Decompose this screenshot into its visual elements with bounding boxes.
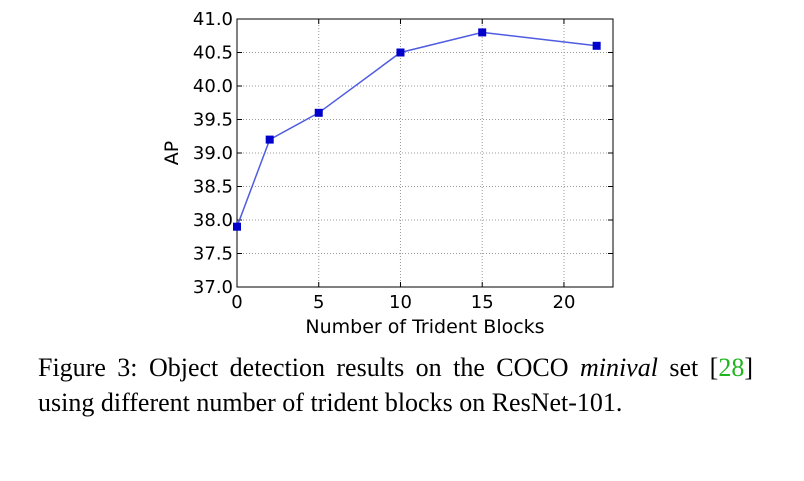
figure-caption: Figure 3: Object detection results on th…: [38, 350, 753, 420]
y-tick-label: 38.0: [193, 210, 233, 231]
caption-mid: set [: [657, 353, 719, 382]
y-tick-label: 40.5: [193, 43, 233, 64]
citation-link[interactable]: 28: [718, 353, 745, 382]
y-tick-label: 40.0: [193, 76, 233, 97]
x-axis-label: Number of Trident Blocks: [305, 316, 544, 338]
data-point: [314, 108, 323, 117]
data-point: [592, 41, 601, 50]
grid-lines: [236, 18, 613, 288]
y-tick-label: 39.0: [193, 143, 233, 164]
data-point: [478, 28, 487, 37]
x-tick-label: 15: [471, 292, 494, 313]
data-point: [233, 222, 241, 231]
axis-ticks: 37.0 37.5 38.0 38.5 39.0 39.5 40.0 40.5 41.0 0 5 10…: [193, 9, 613, 313]
data-point: [396, 48, 405, 57]
line-chart: 37.0 37.5 38.0 38.5 39.0 39.5 40.0 40.5 41.0 0 5 10…: [161, 9, 614, 338]
y-tick-label: 39.5: [193, 110, 233, 131]
caption-suffix: ] using different number of trident bloc…: [38, 353, 753, 417]
x-tick-label: 0: [231, 292, 242, 313]
x-tick-label: 20: [553, 292, 576, 313]
y-tick-label: 41.0: [193, 9, 233, 30]
plot-frame: [236, 18, 614, 288]
x-tick-label: 10: [389, 292, 412, 313]
y-axis-label: AP: [161, 141, 183, 165]
caption-emphasis: minival: [579, 353, 658, 382]
series-layer: [233, 28, 601, 231]
x-tick-label: 5: [313, 292, 324, 313]
y-tick-label: 38.5: [193, 177, 233, 198]
caption-prefix: Figure 3: Object detection results on th…: [38, 353, 580, 382]
series-line: [236, 31, 597, 227]
y-tick-label: 37.0: [193, 277, 233, 298]
y-tick-label: 37.5: [193, 244, 233, 265]
data-point: [265, 135, 274, 144]
